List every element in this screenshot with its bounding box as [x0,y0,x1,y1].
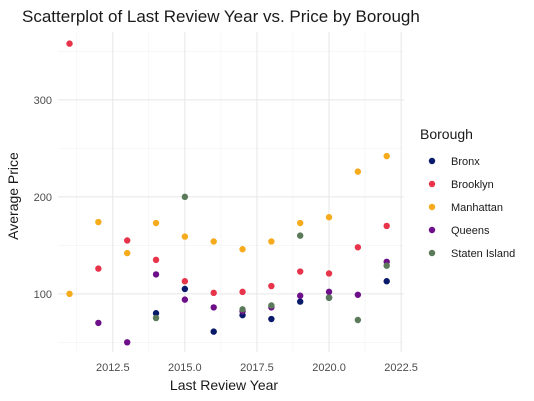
manhattan-point [239,246,246,253]
brooklyn-point [181,278,189,285]
brooklyn-point [383,222,390,230]
manhattan-point [66,290,73,298]
legend-key-queens [428,226,436,234]
bronx-point [152,310,160,317]
manhattan-point [95,218,102,226]
grid-lines [58,32,404,352]
bronx-point [268,315,275,323]
legend-label-queens: Queens [451,225,490,237]
manhattan-point [124,249,131,257]
legend-key-brooklyn [428,180,436,188]
brooklyn-point [95,265,102,272]
x-axis-title: Last Review Year [170,377,279,393]
bronx-point [210,328,217,335]
y-tick-label: 300 [34,95,52,107]
x-axis-ticks: 2012.5 2015.0 2017.5 2020.0 2022.5 [96,362,418,374]
manhattan-point [210,238,217,245]
manhattan-point [383,152,390,160]
manhattan-point [152,219,160,227]
y-tick-label: 100 [34,289,52,301]
manhattan-point [297,219,304,227]
manhattan-point [268,238,275,245]
legend-key-staten-island [428,249,436,257]
legend-key-manhattan [428,203,436,211]
data-points [66,40,390,346]
queens-point [181,296,189,303]
staten-island-point [297,232,304,239]
y-axis-title: Average Price [5,152,21,240]
legend-label-bronx: Bronx [451,156,480,168]
staten-island-point [152,314,160,322]
queens-point [354,291,362,298]
x-tick-label: 2017.5 [240,362,274,374]
queens-point [297,292,304,299]
staten-island-point [268,302,275,309]
x-tick-label: 2020.0 [312,362,346,374]
brooklyn-point [297,268,304,275]
queens-point [210,304,217,311]
legend-key-bronx [428,157,436,165]
legend-label-staten-island: Staten Island [451,248,515,260]
brooklyn-point [325,270,333,277]
bronx-point [297,298,304,305]
queens-point [325,288,333,296]
staten-island-point [239,306,246,313]
queens-point [95,319,102,327]
brooklyn-point [239,288,246,296]
y-axis-ticks: 100 200 300 [34,95,52,301]
bronx-point [383,278,390,285]
brooklyn-point [66,40,73,47]
staten-island-point [383,262,390,269]
brooklyn-point [124,237,131,244]
manhattan-point [181,233,189,240]
legend-label-manhattan: Manhattan [451,202,503,214]
staten-island-point [354,316,362,324]
queens-point [124,339,131,346]
brooklyn-point [152,256,160,264]
brooklyn-point [210,289,217,297]
brooklyn-point [268,282,275,290]
manhattan-point [354,168,362,175]
staten-island-point [325,294,333,301]
legend-title: Borough [420,126,473,142]
x-tick-label: 2012.5 [96,362,130,374]
y-tick-label: 200 [34,192,52,204]
legend-label-brooklyn: Brooklyn [451,179,494,191]
legend: Borough Bronx Brooklyn Manhattan Queens Stat… [420,126,515,260]
chart-title: Scatterplot of Last Review Year vs. Pric… [22,7,420,26]
x-tick-label: 2022.5 [384,362,418,374]
bronx-point [181,285,189,293]
queens-point [152,271,160,278]
x-tick-label: 2015.0 [168,362,202,374]
staten-island-point [181,193,189,201]
manhattan-point [325,214,333,221]
brooklyn-point [354,244,362,251]
